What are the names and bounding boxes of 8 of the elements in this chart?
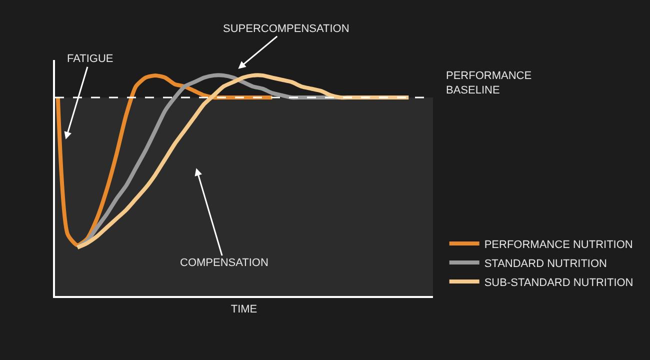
legend-label: STANDARD NUTRITION — [484, 258, 608, 270]
x-axis-title: TIME — [230, 303, 258, 316]
legend-label: SUB-STANDARD NUTRITION — [484, 276, 634, 289]
legend-label: PERFORMANCE NUTRITION — [484, 238, 633, 251]
text: FATIGUE — [67, 53, 114, 65]
ref-line-label: PERFORMANCE BASELINE — [446, 70, 532, 96]
annotation: COMPENSATION — [180, 257, 268, 269]
text: SUPERCOMPENSATION — [223, 23, 350, 35]
